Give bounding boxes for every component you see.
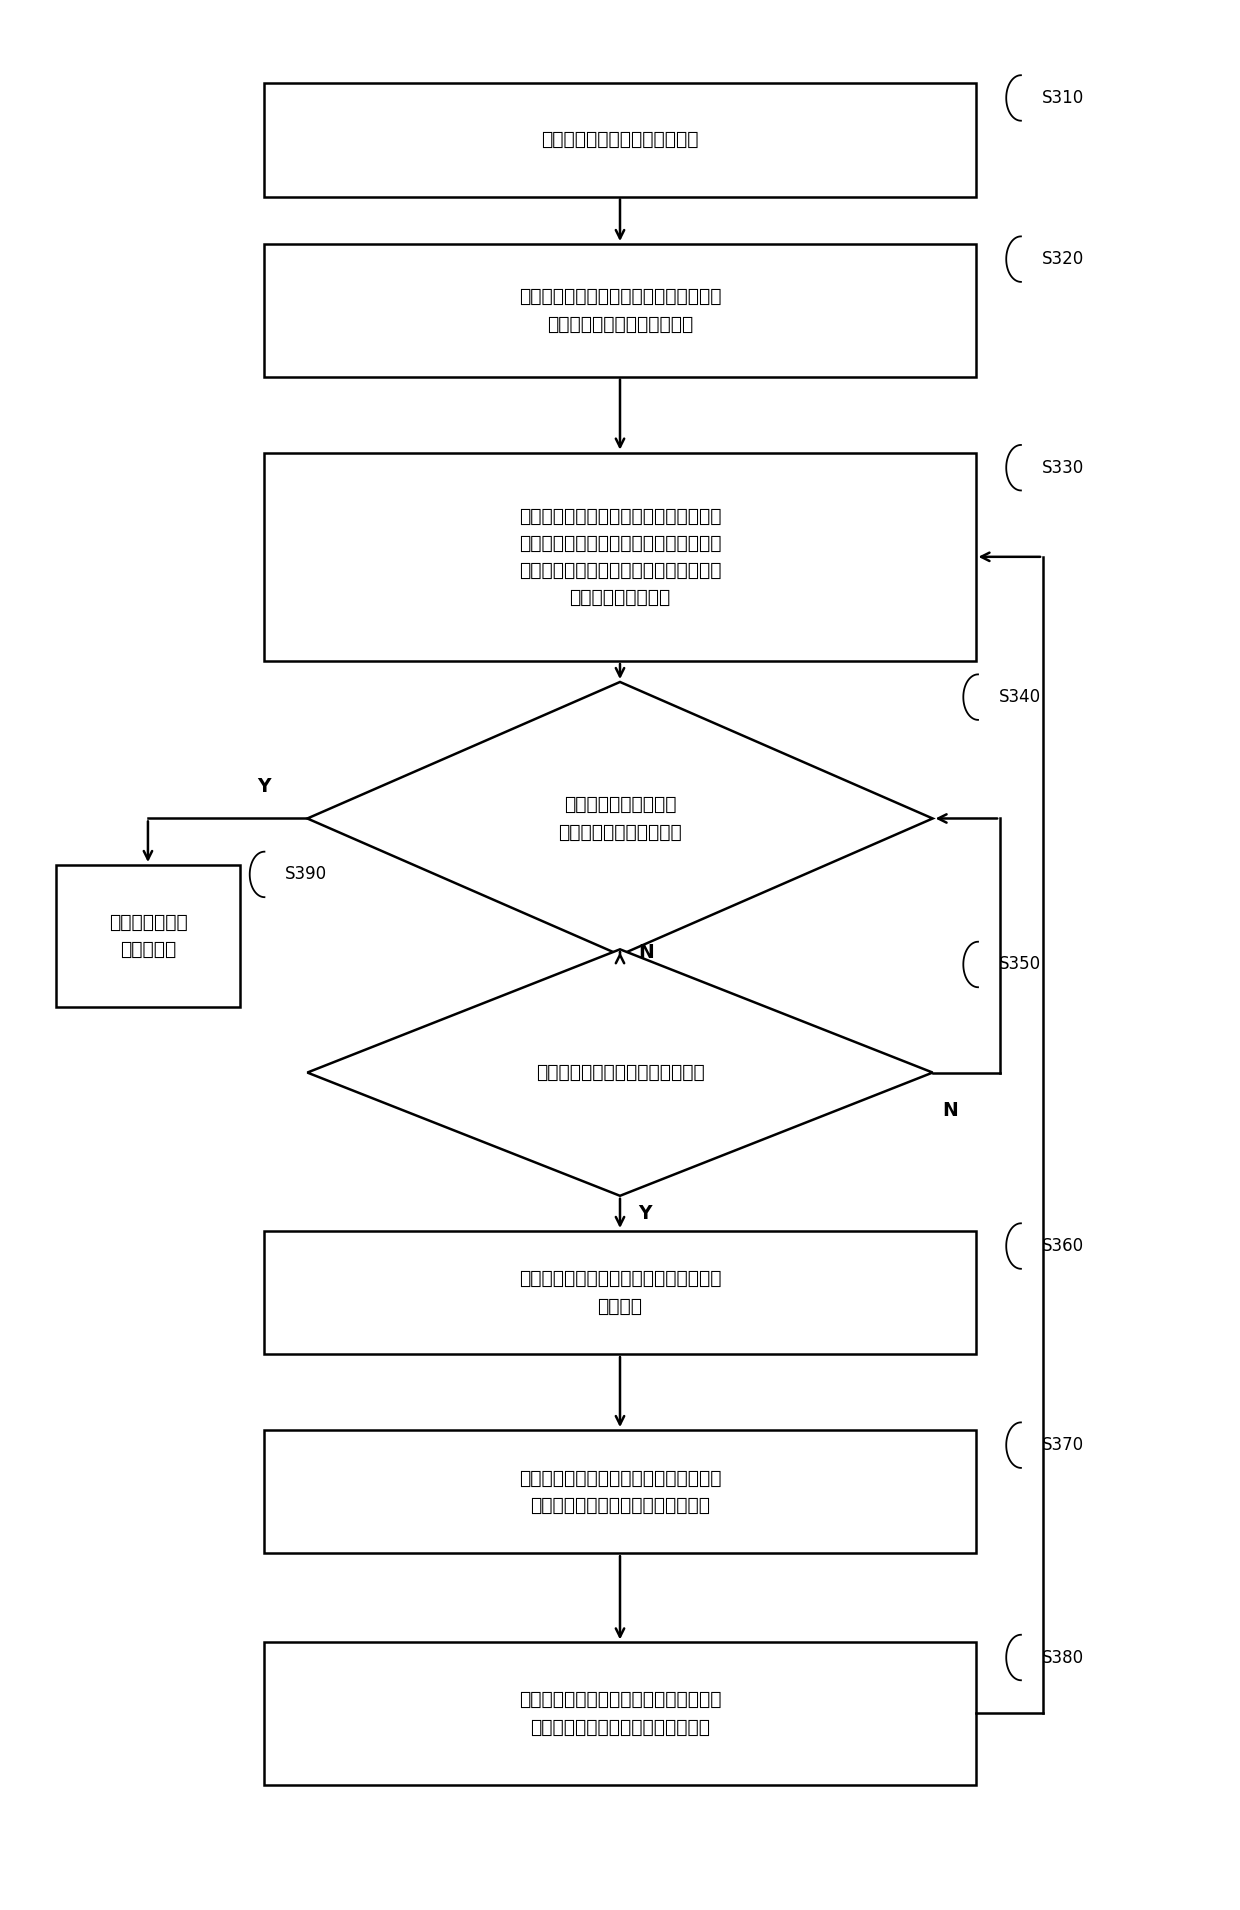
Text: 控制比例阀的开度处于临界开阀状态，获
取所述开度下的监测氧气流速: 控制比例阀的开度处于临界开阀状态，获 取所述开度下的监测氧气流速 xyxy=(518,286,722,334)
Text: 获取安全因子，根据所述流速差值、安全
因子、监测氧气流速得到目标电流值: 获取安全因子，根据所述流速差值、安全 因子、监测氧气流速得到目标电流值 xyxy=(518,1469,722,1515)
Bar xyxy=(264,453,976,661)
Text: S320: S320 xyxy=(1042,250,1084,267)
Text: 保持所述比例阀
的开度不变: 保持所述比例阀 的开度不变 xyxy=(109,913,187,959)
Bar xyxy=(264,82,976,197)
Text: Y: Y xyxy=(639,1203,652,1222)
Text: Y: Y xyxy=(258,777,272,796)
Text: 根据所述目标电流值调整所述比例阀的开
度，获取当前开度下的监测氧气流速: 根据所述目标电流值调整所述比例阀的开 度，获取当前开度下的监测氧气流速 xyxy=(518,1690,722,1736)
Bar xyxy=(264,1230,976,1354)
Polygon shape xyxy=(308,682,932,955)
Text: N: N xyxy=(942,1100,959,1119)
Text: S370: S370 xyxy=(1042,1436,1084,1454)
Text: S330: S330 xyxy=(1042,458,1084,478)
Text: S340: S340 xyxy=(999,688,1042,707)
Text: N: N xyxy=(639,944,655,961)
Text: S360: S360 xyxy=(1042,1238,1084,1255)
Text: 获取所述呼吸机的目标氧气流速: 获取所述呼吸机的目标氧气流速 xyxy=(541,130,699,149)
Text: S390: S390 xyxy=(285,865,327,884)
Text: 判断所述目标氧气流速
与监测氧气流速是否一致: 判断所述目标氧气流速 与监测氧气流速是否一致 xyxy=(558,795,682,842)
Bar xyxy=(264,1431,976,1553)
Bar xyxy=(56,865,239,1007)
Text: 计算所述目标氧气流速与监测氧气流速的
流速差值: 计算所述目标氧气流速与监测氧气流速的 流速差值 xyxy=(518,1270,722,1316)
Bar xyxy=(264,244,976,376)
Text: 根据所述目标氧气流速和监测氧气流速计
算目标电流值，根据所述目标电流值调整
所述比例阀的开度，获取所述调整后的开
度下的监测氧气流速: 根据所述目标氧气流速和监测氧气流速计 算目标电流值，根据所述目标电流值调整 所述… xyxy=(518,506,722,607)
Text: S380: S380 xyxy=(1042,1648,1084,1667)
Text: S350: S350 xyxy=(999,955,1042,974)
Bar xyxy=(264,1643,976,1784)
Text: 判断是否到达预设数目的呼吸周期: 判断是否到达预设数目的呼吸周期 xyxy=(536,1064,704,1083)
Polygon shape xyxy=(308,949,932,1196)
Text: S310: S310 xyxy=(1042,90,1084,107)
